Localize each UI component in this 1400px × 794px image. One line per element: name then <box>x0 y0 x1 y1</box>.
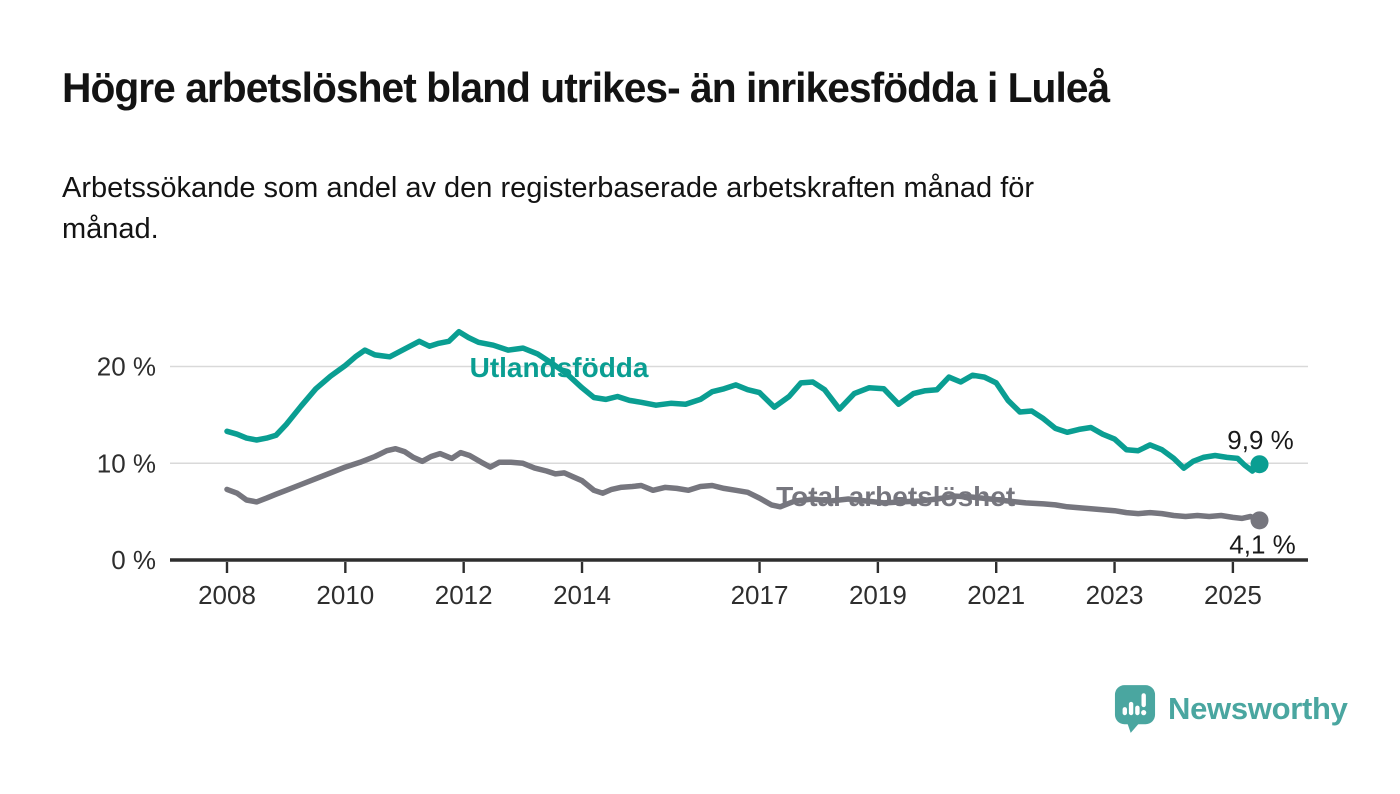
y-tick-label-20: 20 % <box>97 352 156 382</box>
total-arbetsloshet-end-value-label: 4,1 % <box>1229 529 1296 559</box>
series-label-utlandsfodda: Utlandsfödda <box>470 352 649 383</box>
x-tick-label-2017: 2017 <box>731 580 789 610</box>
subtitle-line-1: Arbetssökande som andel av den registerb… <box>62 172 1035 204</box>
y-tick-label-10: 10 % <box>97 448 156 478</box>
series-line-total-arbetsloshet <box>224 445 1263 524</box>
newsworthy-logo-icon <box>1114 685 1156 733</box>
x-tick-label-2025: 2025 <box>1204 580 1262 610</box>
x-tick-label-2023: 2023 <box>1086 580 1144 610</box>
logo-exclamation-bar <box>1141 693 1146 708</box>
page-title: Högre arbetslöshet bland utrikes- än inr… <box>62 64 1110 111</box>
y-tick-label-0: 0 % <box>111 545 156 575</box>
gridlines <box>170 365 1308 465</box>
logo-bar-3 <box>1135 705 1140 716</box>
x-tick-label-2012: 2012 <box>435 580 493 610</box>
utlandsfodda-end-dot <box>1250 455 1269 474</box>
y-axis-labels: 0 % 10 % 20 % <box>97 352 156 576</box>
logo-exclamation-dot <box>1141 710 1147 716</box>
x-axis-ticks <box>225 562 1235 573</box>
utlandsfodda-end-value-label: 9,9 % <box>1227 425 1294 455</box>
logo-bar-1 <box>1122 707 1127 716</box>
subtitle-line-2: månad. <box>62 213 159 245</box>
x-axis-labels: 2008 2010 2012 2014 2017 2019 2021 2023 2025 <box>198 580 1262 610</box>
x-tick-label-2019: 2019 <box>849 580 907 610</box>
x-tick-label-2021: 2021 <box>967 580 1025 610</box>
series-label-total-arbetsloshet: Total arbetslöshet <box>776 481 1015 512</box>
newsworthy-logo: Newsworthy <box>1114 684 1348 734</box>
x-tick-label-2008: 2008 <box>198 580 256 610</box>
x-tick-label-2010: 2010 <box>316 580 374 610</box>
logo-speech-bubble <box>1114 685 1156 725</box>
logo-bar-2 <box>1128 701 1134 716</box>
logo-speech-bubble-tail <box>1126 720 1141 733</box>
series-lines <box>224 328 1263 524</box>
total-arbetsloshet-end-dot <box>1250 511 1269 530</box>
x-tick-label-2014: 2014 <box>553 580 611 610</box>
newsworthy-logo-text: Newsworthy <box>1168 691 1348 726</box>
series-line-utlandsfodda <box>224 328 1263 474</box>
page-subtitle: Arbetssökande som andel av den registerb… <box>62 168 1034 250</box>
